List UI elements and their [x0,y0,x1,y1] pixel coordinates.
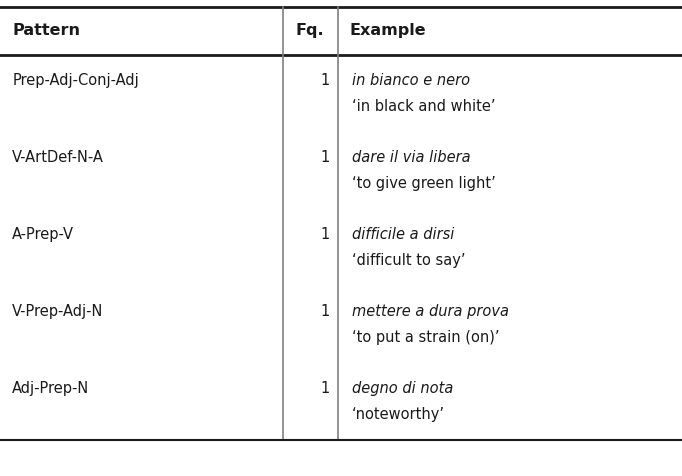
Text: ‘to put a strain (on)’: ‘to put a strain (on)’ [352,330,499,345]
Text: in bianco e nero: in bianco e nero [352,73,470,88]
Text: ‘to give green light’: ‘to give green light’ [352,176,496,191]
Text: Fq.: Fq. [296,23,325,39]
Text: Pattern: Pattern [12,23,80,39]
Text: V-Prep-Adj-N: V-Prep-Adj-N [12,304,104,319]
Text: difficile a dirsi: difficile a dirsi [352,227,454,242]
Text: 1: 1 [320,304,329,319]
Text: 1: 1 [320,227,329,242]
Text: 1: 1 [320,381,329,396]
Text: Example: Example [350,23,426,39]
Text: 1: 1 [320,73,329,88]
Text: ‘noteworthy’: ‘noteworthy’ [352,407,445,422]
Text: degno di nota: degno di nota [352,381,454,396]
Text: dare il via libera: dare il via libera [352,150,471,165]
Text: ‘in black and white’: ‘in black and white’ [352,99,495,114]
Text: Prep-Adj-Conj-Adj: Prep-Adj-Conj-Adj [12,73,139,88]
Text: 1: 1 [320,150,329,165]
Text: A-Prep-V: A-Prep-V [12,227,74,242]
Text: Adj-Prep-N: Adj-Prep-N [12,381,89,396]
Text: mettere a dura prova: mettere a dura prova [352,304,509,319]
Text: ‘difficult to say’: ‘difficult to say’ [352,253,465,268]
Text: V-ArtDef-N-A: V-ArtDef-N-A [12,150,104,165]
